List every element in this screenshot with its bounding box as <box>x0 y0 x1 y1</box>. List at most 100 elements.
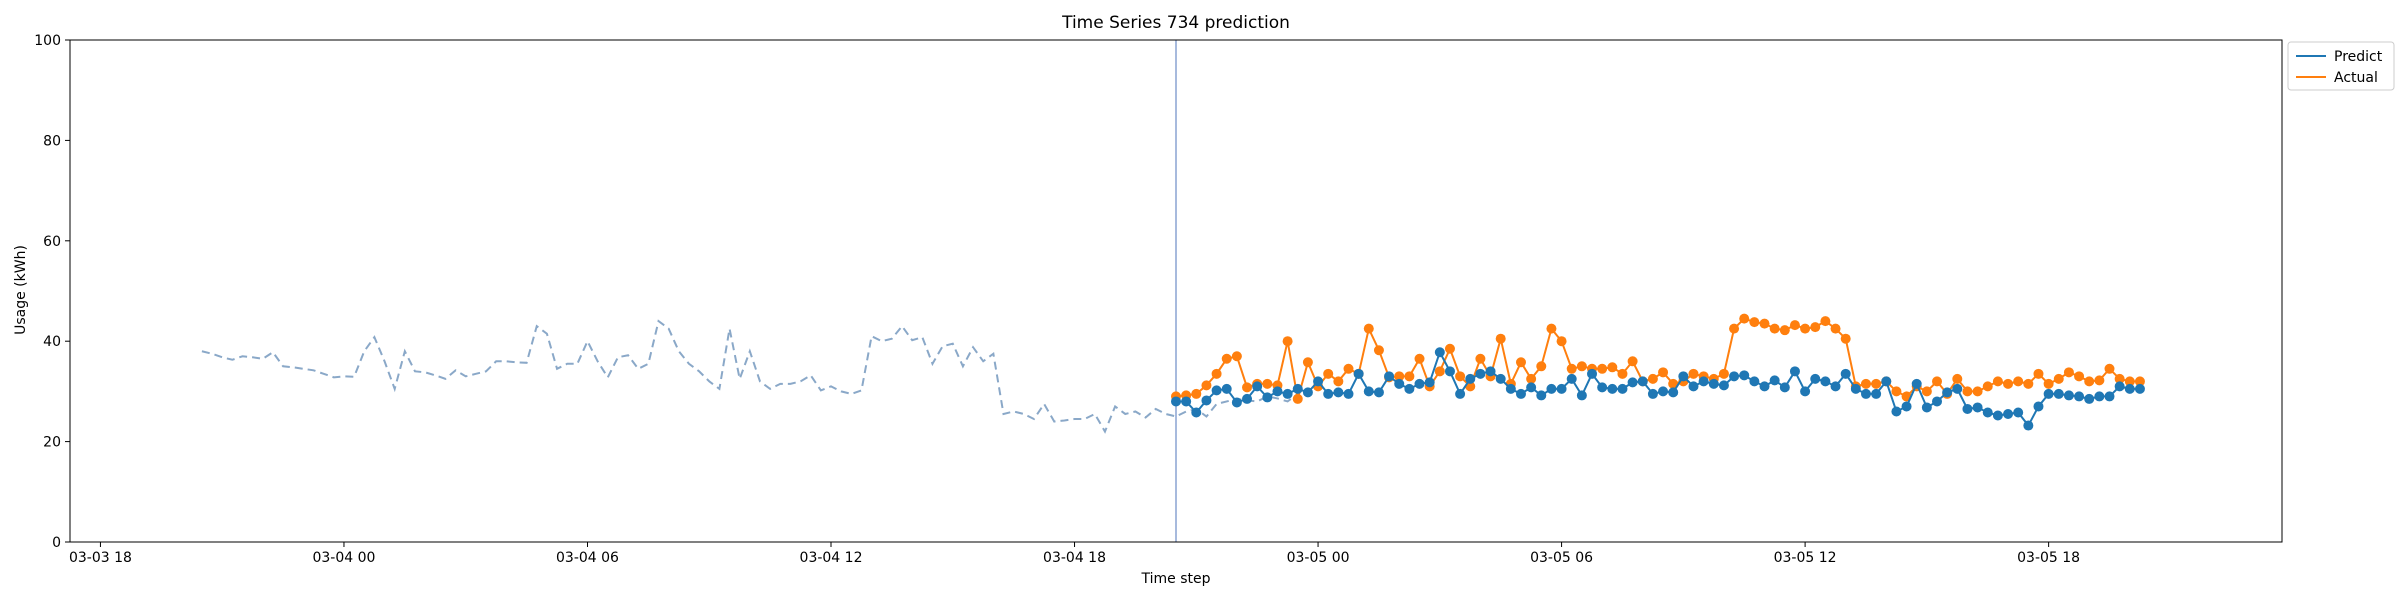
predict-point <box>1800 386 1811 397</box>
predict-point <box>1171 396 1181 407</box>
actual-point <box>1242 382 1253 393</box>
actual-point <box>1891 386 1902 397</box>
x-tick-label: 03-04 12 <box>800 550 863 566</box>
actual-point <box>1515 357 1526 368</box>
actual-point <box>2124 376 2135 387</box>
predict-point <box>1607 383 1618 394</box>
actual-point <box>1576 361 1587 372</box>
actual-point <box>1201 380 1212 391</box>
history-line <box>201 319 1299 434</box>
predict-point <box>1414 378 1425 389</box>
actual-point <box>2094 375 2105 386</box>
actual-point <box>2104 363 2115 374</box>
predict-point <box>1455 388 1466 399</box>
predict-point <box>1911 378 1922 389</box>
predict-point <box>1343 388 1354 399</box>
actual-point <box>1921 386 1932 397</box>
predict-point <box>2013 407 2024 418</box>
predict-point <box>1942 387 1953 398</box>
predict-point <box>1637 376 1648 387</box>
predict-point <box>1384 371 1395 382</box>
x-tick-label: 03-05 06 <box>1530 550 1593 566</box>
actual-point <box>1211 368 1222 379</box>
x-tick-label: 03-04 18 <box>1043 550 1106 566</box>
predict-point <box>1556 383 1567 394</box>
actual-point <box>2023 378 2034 389</box>
predict-point <box>1424 377 1435 388</box>
predict-point <box>1779 382 1790 393</box>
actual-point <box>1617 368 1628 379</box>
plot-area <box>69 39 2283 543</box>
actual-point <box>1749 317 1760 328</box>
predict-point <box>1181 396 1192 407</box>
predict-point <box>1546 383 1557 394</box>
predict-point <box>1820 376 1831 387</box>
x-axis: 03-03 18 03-04 00 03-04 06 03-04 12 03-04 18… <box>69 542 2080 566</box>
x-tick-label: 03-03 18 <box>69 550 132 566</box>
actual-point <box>1373 345 1384 356</box>
plot-frame <box>69 39 2283 543</box>
actual-point <box>1800 323 1811 334</box>
actual-point <box>1282 336 1293 347</box>
actual-point <box>1414 353 1425 364</box>
y-axis-label: Usage (kWh) <box>13 245 29 335</box>
predict-point <box>1353 368 1364 379</box>
actual-point <box>1718 368 1729 379</box>
predict-point <box>1333 387 1344 398</box>
actual-point <box>2074 371 2085 382</box>
predict-point <box>2094 391 2105 402</box>
y-tick-label: 60 <box>43 234 61 250</box>
predict-point <box>1739 370 1750 381</box>
actual-point <box>2033 368 2044 379</box>
actual-point <box>1962 386 1973 397</box>
chart-title: Time Series 734 prediction <box>1061 13 1290 33</box>
predict-point <box>1323 388 1334 399</box>
predict-point <box>1252 381 1263 392</box>
actual-point <box>1556 336 1567 347</box>
actual-point <box>1333 376 1344 387</box>
predict-point <box>1262 392 1273 403</box>
predict-point <box>1982 407 1993 418</box>
x-tick-label: 03-05 00 <box>1287 550 1350 566</box>
predict-point <box>1830 381 1841 392</box>
x-axis-label: Time step <box>1141 571 1211 587</box>
actual-point <box>2114 373 2125 384</box>
actual-point <box>1992 376 2003 387</box>
legend[interactable]: Predict Actual <box>2287 41 2395 91</box>
predict-point <box>1597 382 1608 393</box>
predict-point <box>1871 388 1882 399</box>
predict-point <box>2104 391 2115 402</box>
actual-point <box>1789 320 1800 331</box>
actual-point <box>1455 371 1466 382</box>
actual-point <box>1647 373 1658 384</box>
predict-point <box>1536 390 1547 401</box>
actual-point <box>1972 386 1983 397</box>
actual-point <box>1444 343 1455 354</box>
predict-point <box>1242 393 1253 404</box>
actual-point <box>1231 351 1242 362</box>
actual-point <box>1526 373 1537 384</box>
predict-point <box>1617 383 1628 394</box>
x-tick-label: 03-05 12 <box>1774 550 1837 566</box>
actual-point <box>1546 323 1557 334</box>
actual-point <box>1688 368 1699 379</box>
actual-point <box>1769 323 1780 334</box>
predict-point <box>1769 375 1780 386</box>
predict-point <box>1231 397 1242 408</box>
predict-point <box>1749 376 1760 387</box>
predict-point <box>1191 407 1202 418</box>
predict-point <box>1272 386 1283 397</box>
actual-point <box>1566 363 1577 374</box>
predict-point <box>2074 391 2085 402</box>
predict-point <box>1658 386 1669 397</box>
actual-point <box>1434 366 1445 377</box>
predict-point <box>2134 383 2145 394</box>
actual-point <box>1323 368 1334 379</box>
predict-point <box>2043 388 2054 399</box>
predict-point <box>1668 387 1679 398</box>
predict-point <box>1921 402 1932 413</box>
actual-point <box>1840 333 1851 344</box>
actual-point <box>1536 361 1547 372</box>
predict-point <box>1881 376 1892 387</box>
